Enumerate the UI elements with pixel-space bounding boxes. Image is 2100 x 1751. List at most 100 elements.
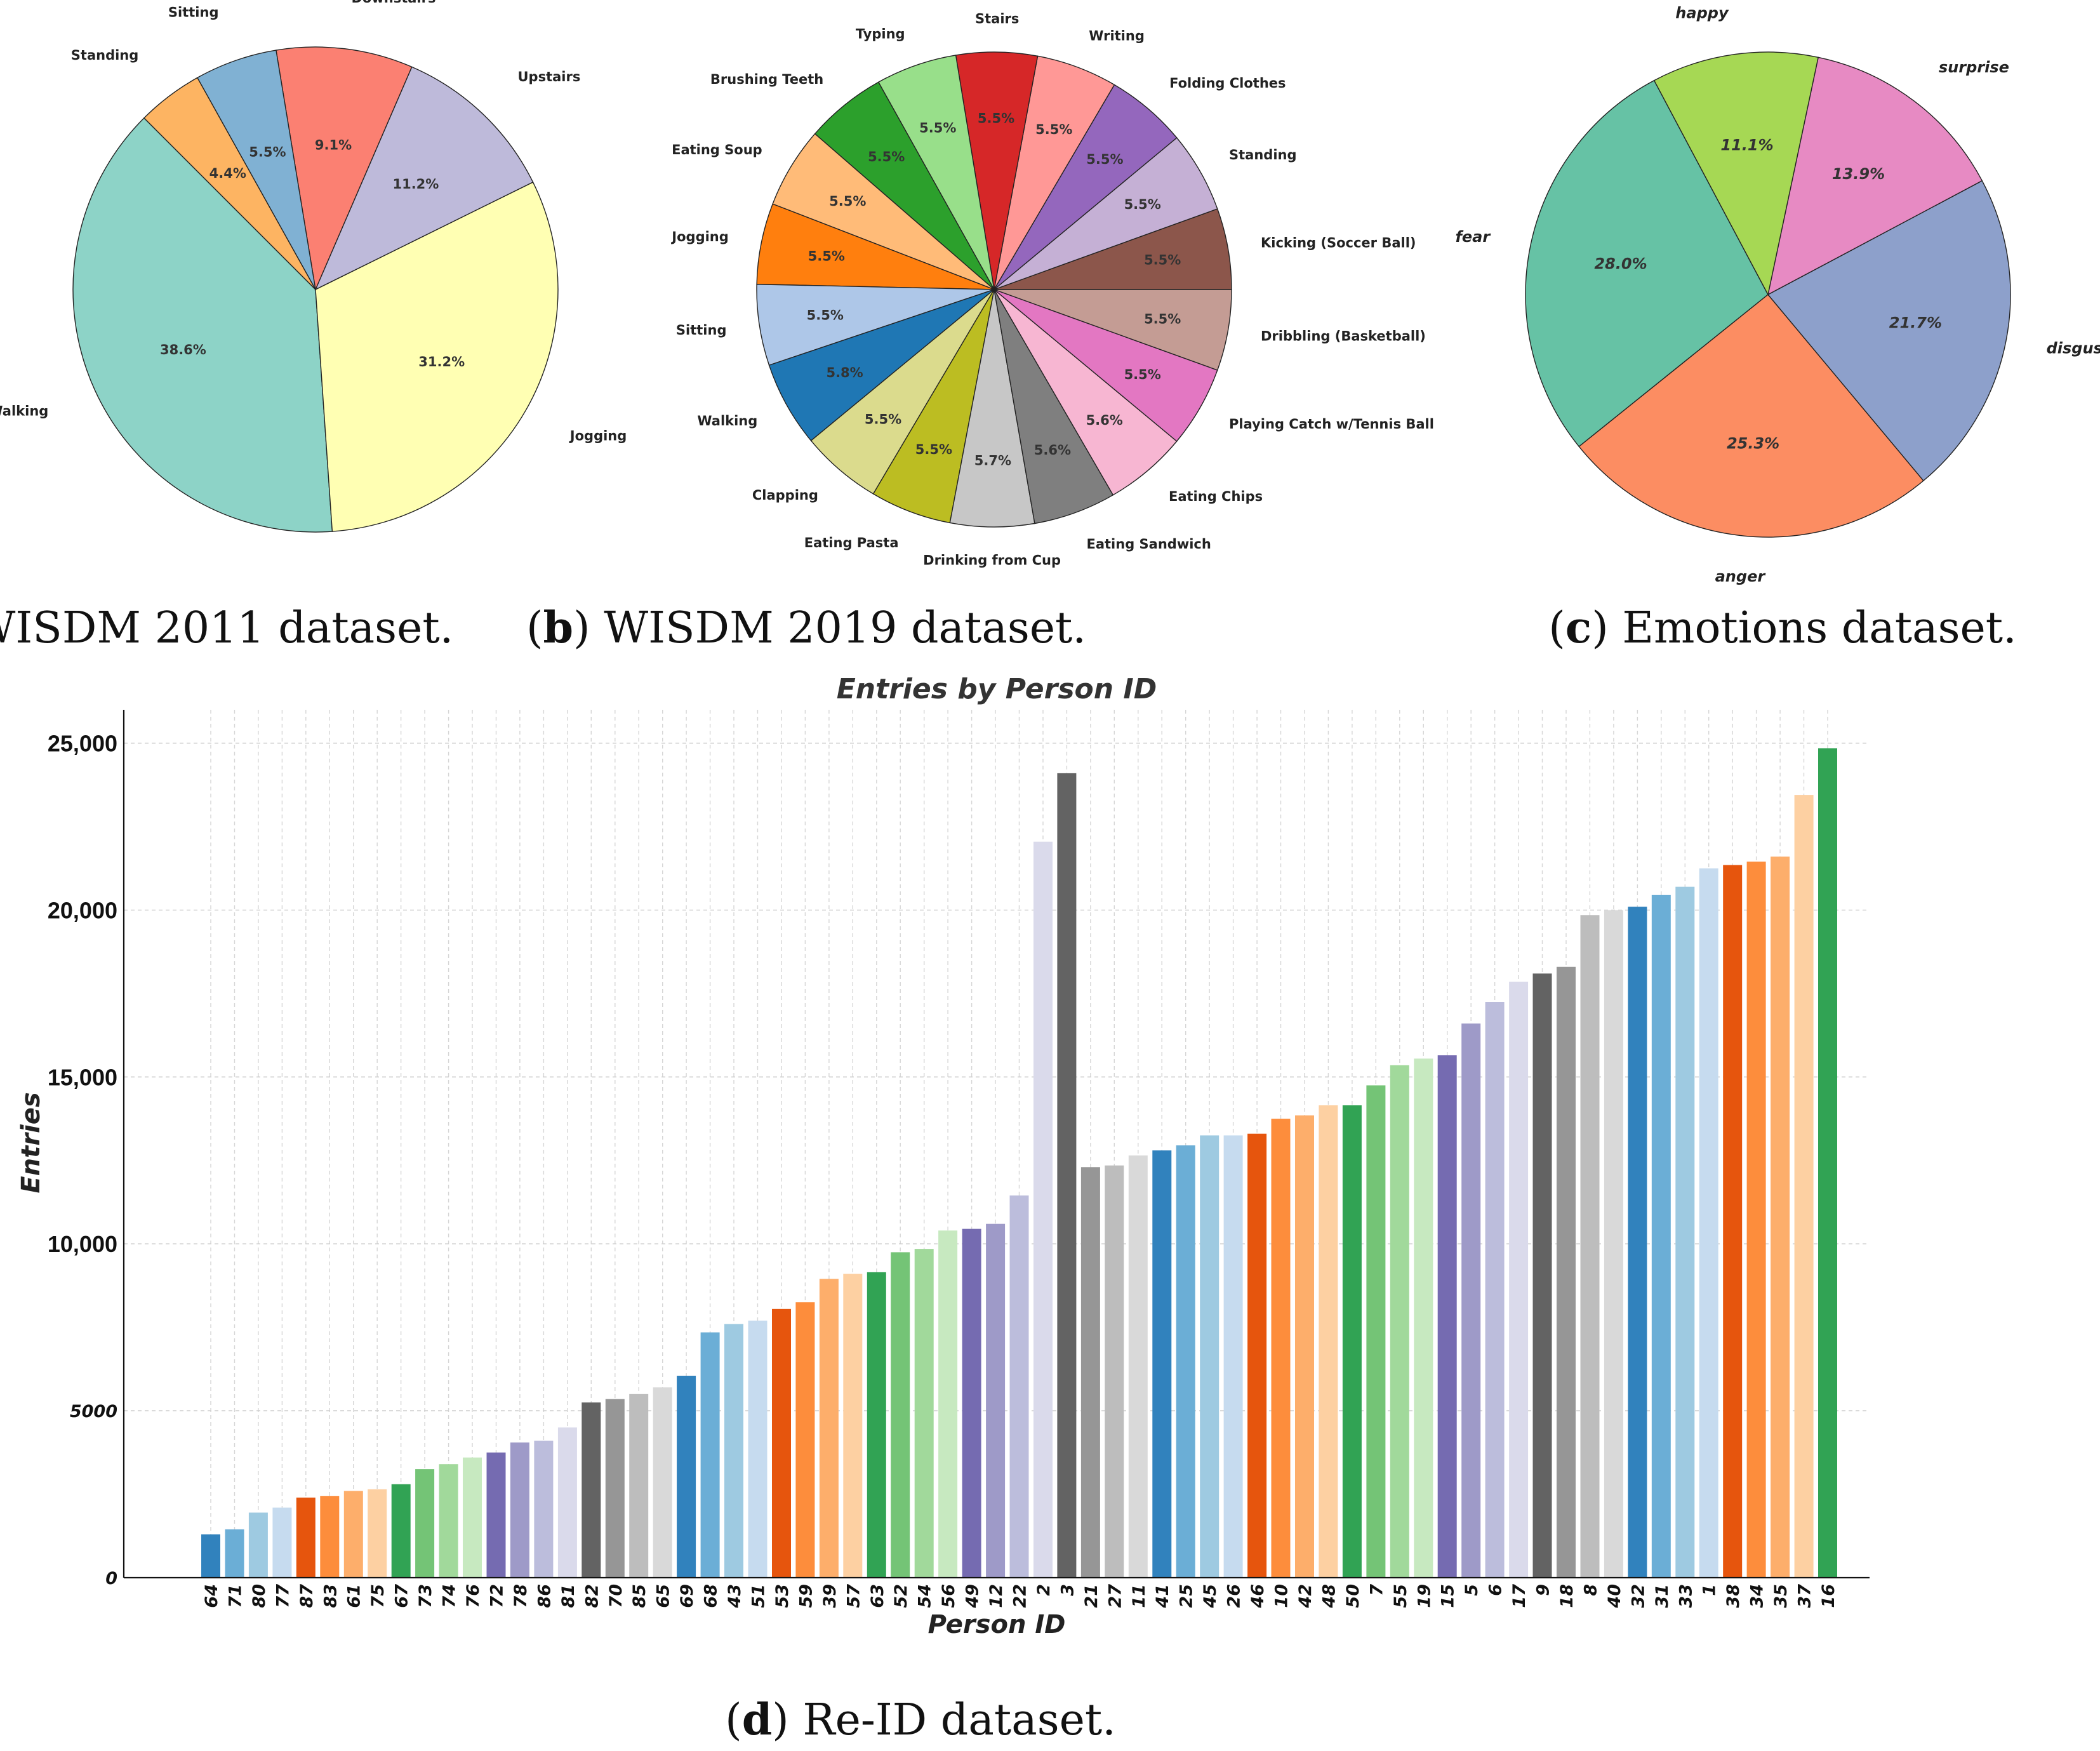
bar-person-39 xyxy=(819,1279,839,1578)
x-tick-label: 67 xyxy=(392,1584,412,1608)
bar-person-5 xyxy=(1461,1023,1481,1578)
bar-person-26 xyxy=(1223,1135,1243,1578)
bar-person-12 xyxy=(986,1223,1006,1578)
pie-pct-label: 4.4% xyxy=(209,166,246,181)
bar-person-68 xyxy=(700,1332,720,1578)
pie-category-label: Jogging xyxy=(670,229,729,244)
pie-category-label: Eating Chips xyxy=(1169,489,1263,504)
y-tick-label: 25,000 xyxy=(48,731,117,757)
bar-person-32 xyxy=(1628,907,1647,1578)
x-tick-label: 26 xyxy=(1225,1584,1244,1608)
bar-person-50 xyxy=(1342,1105,1362,1578)
bar-person-59 xyxy=(795,1302,815,1578)
pie-chart-wisdm-2019: 5.5% Kicking (Soccer Ball) 5.5% Standing 5.5… xyxy=(670,11,1434,568)
bar-person-48 xyxy=(1319,1105,1338,1578)
pie-slice-walking xyxy=(72,117,333,533)
bar-person-71 xyxy=(225,1529,244,1578)
x-tick-label: 19 xyxy=(1414,1584,1434,1608)
x-tick-label: 54 xyxy=(915,1584,935,1608)
x-tick-label: 86 xyxy=(535,1584,554,1608)
x-tick-label: 1 xyxy=(1700,1584,1720,1596)
x-tick-label: 70 xyxy=(606,1584,626,1608)
pie-category-label: Eating Sandwich xyxy=(1087,536,1211,552)
bar-person-45 xyxy=(1200,1135,1219,1578)
pie-chart-wisdm-2011: 38.6% Walking 31.2% Jogging 11.2% Upstairs 9.1… xyxy=(0,0,627,533)
pie-slice-folding-clothes xyxy=(994,84,1178,290)
bar-person-78 xyxy=(510,1442,529,1578)
pie-pct-label: 5.5% xyxy=(249,145,286,160)
x-tick-label: 6 xyxy=(1486,1584,1506,1596)
pie-pct-label: 11.2% xyxy=(392,176,439,192)
x-tick-label: 55 xyxy=(1391,1584,1411,1608)
pie-pct-label: 5.5% xyxy=(808,249,845,264)
x-tick-label: 21 xyxy=(1082,1584,1101,1608)
x-tick-label: 50 xyxy=(1343,1584,1363,1608)
caption-a: (a) WISDM 2011 dataset. xyxy=(0,603,453,653)
pie-category-label: fear xyxy=(1455,228,1491,246)
pie-pct-label: 5.5% xyxy=(915,442,952,457)
pie-pct-label: 5.5% xyxy=(1124,197,1161,212)
bar-person-87 xyxy=(296,1497,316,1578)
pie-pct-label: 13.9% xyxy=(1832,165,1885,183)
bar-person-46 xyxy=(1247,1133,1267,1578)
pie-category-label: Eating Soup xyxy=(672,142,762,157)
pie-slice-surprise xyxy=(1767,57,1983,296)
x-tick-label: 63 xyxy=(868,1584,887,1608)
bar-person-76 xyxy=(463,1457,482,1578)
x-tick-label: 41 xyxy=(1153,1584,1173,1609)
x-tick-label: 85 xyxy=(630,1584,649,1608)
x-tick-label: 53 xyxy=(773,1584,792,1608)
pie-slice-clapping xyxy=(810,289,995,495)
bar-person-57 xyxy=(843,1274,863,1578)
pie-slice-eating-pasta xyxy=(872,289,995,524)
y-axis-label: Entries xyxy=(17,1092,46,1193)
x-tick-label: 10 xyxy=(1272,1584,1292,1608)
x-tick-label: 3 xyxy=(1058,1584,1077,1596)
x-tick-label: 76 xyxy=(463,1584,483,1608)
x-tick-label: 32 xyxy=(1628,1584,1648,1608)
pie-category-label: Kicking (Soccer Ball) xyxy=(1261,236,1416,251)
x-tick-label: 5 xyxy=(1462,1584,1482,1596)
x-tick-label: 61 xyxy=(345,1584,364,1608)
pie-slice-anger xyxy=(1578,294,1924,538)
pie-category-label: Upstairs xyxy=(518,69,581,84)
bar-person-40 xyxy=(1604,910,1623,1578)
bar-person-17 xyxy=(1509,982,1529,1578)
bar-person-22 xyxy=(1009,1195,1029,1578)
bar-person-9 xyxy=(1532,973,1552,1578)
pie-slice-standing xyxy=(994,137,1218,290)
x-tick-label: 7 xyxy=(1367,1584,1386,1596)
x-tick-label: 37 xyxy=(1795,1584,1815,1608)
pie-category-label: Eating Pasta xyxy=(804,535,899,550)
bar-person-6 xyxy=(1485,1002,1505,1578)
bar-person-56 xyxy=(938,1230,958,1578)
bar-person-25 xyxy=(1176,1145,1195,1578)
bar-person-34 xyxy=(1746,862,1766,1578)
pie-category-label: Writing xyxy=(1089,29,1145,44)
x-tick-label: 42 xyxy=(1296,1584,1315,1609)
pie-slice-dribbling-basketball xyxy=(994,289,1232,371)
caption-c: (c) Emotions dataset. xyxy=(1548,603,2016,653)
pie-slice-fear xyxy=(1525,79,1769,448)
x-tick-label: 51 xyxy=(749,1584,769,1608)
x-tick-label: 73 xyxy=(416,1584,435,1608)
x-tick-label: 72 xyxy=(488,1584,507,1608)
bar-person-85 xyxy=(629,1394,649,1578)
pie-pct-label: 5.6% xyxy=(1086,413,1123,428)
x-tick-label: 45 xyxy=(1200,1584,1220,1609)
pie-chart-emotions: 28.0% fear 25.3% anger 21.7% disgust 13.9% surp… xyxy=(1455,4,2100,585)
x-tick-label: 12 xyxy=(987,1584,1006,1608)
pie-category-label: Folding Clothes xyxy=(1169,76,1286,91)
bar-person-11 xyxy=(1128,1155,1148,1578)
bar-person-31 xyxy=(1651,895,1671,1578)
pie-slice-downstairs xyxy=(276,46,413,291)
bar-person-41 xyxy=(1152,1150,1172,1578)
bar-person-81 xyxy=(557,1427,577,1578)
x-tick-label: 11 xyxy=(1129,1584,1149,1608)
pie-category-label: happy xyxy=(1675,4,1729,22)
x-tick-label: 25 xyxy=(1177,1584,1197,1608)
bar-person-42 xyxy=(1295,1115,1314,1578)
pie-pct-label: 5.5% xyxy=(978,111,1014,126)
bar-person-74 xyxy=(439,1464,458,1578)
x-tick-label: 17 xyxy=(1510,1584,1529,1608)
